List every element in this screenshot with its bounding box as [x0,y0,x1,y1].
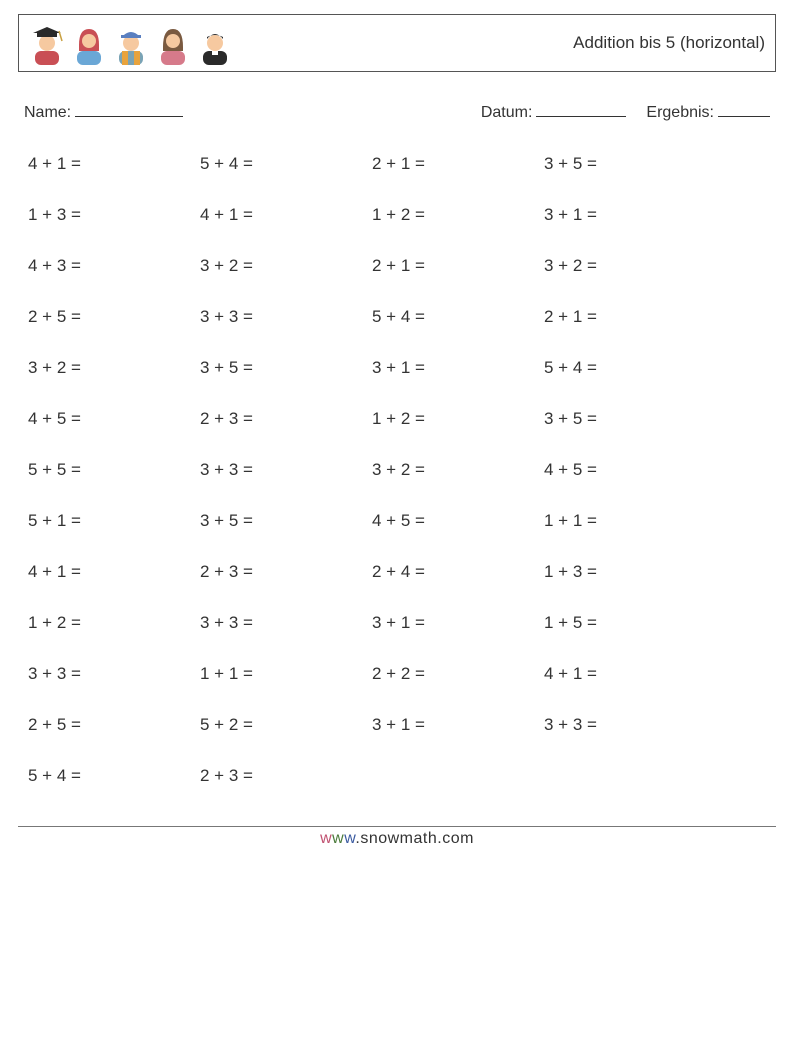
avatar-worker-icon [113,21,149,65]
problem-cell: 3 + 1 = [372,613,544,633]
problem-cell: 4 + 1 = [200,205,372,225]
problem-cell: 3 + 3 = [200,613,372,633]
problem-cell: 2 + 1 = [372,154,544,174]
problem-cell: 5 + 4 = [28,766,200,786]
problem-cell: 4 + 1 = [28,562,200,582]
problem-cell: 3 + 3 = [200,460,372,480]
problem-cell: 3 + 5 = [200,511,372,531]
problem-cell [372,766,544,786]
problem-cell: 3 + 2 = [372,460,544,480]
problem-row: 2 + 5 =5 + 2 =3 + 1 =3 + 3 = [28,715,766,735]
date-blank [536,100,626,117]
problem-cell: 1 + 2 = [28,613,200,633]
problem-cell: 3 + 2 = [28,358,200,378]
result-field: Ergebnis: [646,100,770,122]
problem-cell: 3 + 2 = [200,256,372,276]
problem-cell: 2 + 5 = [28,307,200,327]
problem-cell: 2 + 2 = [372,664,544,684]
problem-row: 1 + 2 =3 + 3 =3 + 1 =1 + 5 = [28,613,766,633]
worksheet-page: Addition bis 5 (horizontal) Name: Datum:… [0,0,794,848]
footer-w2: w [332,830,344,847]
problem-row: 4 + 1 =5 + 4 =2 + 1 =3 + 5 = [28,154,766,174]
date-field: Datum: [481,100,627,122]
problem-row: 3 + 3 =1 + 1 =2 + 2 =4 + 1 = [28,664,766,684]
problem-cell: 3 + 3 = [200,307,372,327]
problem-cell: 1 + 1 = [544,511,716,531]
problem-cell: 2 + 3 = [200,409,372,429]
problems-grid: 4 + 1 =5 + 4 =2 + 1 =3 + 5 =1 + 3 =4 + 1… [18,154,776,786]
name-field: Name: [24,100,481,122]
date-label: Datum: [481,104,533,121]
problem-cell: 2 + 4 = [372,562,544,582]
avatar-graduate-icon [29,21,65,65]
problem-cell: 3 + 5 = [544,409,716,429]
footer-rest: .snowmath.com [355,830,474,847]
avatar-girl-icon [155,21,191,65]
footer: www.snowmath.com [18,826,776,848]
problem-cell: 2 + 3 = [200,766,372,786]
header-box: Addition bis 5 (horizontal) [18,14,776,72]
avatar-priest-icon [197,21,233,65]
footer-url: www.snowmath.com [320,830,474,847]
problem-cell: 4 + 5 = [28,409,200,429]
problem-cell: 4 + 1 = [28,154,200,174]
problem-row: 4 + 1 =2 + 3 =2 + 4 =1 + 3 = [28,562,766,582]
footer-w3: w [344,830,355,847]
problem-cell: 5 + 5 = [28,460,200,480]
problem-row: 3 + 2 =3 + 5 =3 + 1 =5 + 4 = [28,358,766,378]
avatar-woman-icon [71,21,107,65]
problem-cell: 3 + 1 = [372,715,544,735]
problem-cell: 3 + 5 = [544,154,716,174]
problem-cell: 4 + 5 = [544,460,716,480]
problem-cell: 3 + 3 = [28,664,200,684]
problem-cell: 1 + 5 = [544,613,716,633]
problem-row: 2 + 5 =3 + 3 =5 + 4 =2 + 1 = [28,307,766,327]
problem-row: 5 + 4 =2 + 3 = [28,766,766,786]
problem-cell: 4 + 3 = [28,256,200,276]
problem-cell [544,766,716,786]
result-blank [718,100,770,117]
problem-cell: 2 + 3 = [200,562,372,582]
problem-cell: 1 + 2 = [372,205,544,225]
problem-cell: 2 + 5 = [28,715,200,735]
problem-cell: 1 + 3 = [28,205,200,225]
problem-cell: 5 + 2 = [200,715,372,735]
problem-cell: 2 + 1 = [372,256,544,276]
problem-cell: 5 + 1 = [28,511,200,531]
problem-cell: 4 + 5 = [372,511,544,531]
result-label: Ergebnis: [646,104,714,121]
problem-row: 1 + 3 =4 + 1 =1 + 2 =3 + 1 = [28,205,766,225]
problem-cell: 3 + 3 = [544,715,716,735]
problem-cell: 3 + 5 = [200,358,372,378]
problem-cell: 3 + 1 = [544,205,716,225]
problem-row: 4 + 5 =2 + 3 =1 + 2 =3 + 5 = [28,409,766,429]
problem-cell: 3 + 2 = [544,256,716,276]
problem-cell: 5 + 4 = [544,358,716,378]
name-label: Name: [24,104,71,121]
worksheet-title: Addition bis 5 (horizontal) [573,33,765,53]
problem-cell: 1 + 2 = [372,409,544,429]
info-row: Name: Datum: Ergebnis: [18,100,776,122]
problem-cell: 5 + 4 = [200,154,372,174]
problem-cell: 2 + 1 = [544,307,716,327]
problem-row: 5 + 1 =3 + 5 =4 + 5 =1 + 1 = [28,511,766,531]
avatar-row [29,21,233,65]
problem-row: 5 + 5 =3 + 3 =3 + 2 =4 + 5 = [28,460,766,480]
problem-cell: 1 + 3 = [544,562,716,582]
problem-cell: 3 + 1 = [372,358,544,378]
problem-row: 4 + 3 =3 + 2 =2 + 1 =3 + 2 = [28,256,766,276]
name-blank [75,100,183,117]
footer-w1: w [320,830,332,847]
problem-cell: 4 + 1 = [544,664,716,684]
problem-cell: 1 + 1 = [200,664,372,684]
problem-cell: 5 + 4 = [372,307,544,327]
